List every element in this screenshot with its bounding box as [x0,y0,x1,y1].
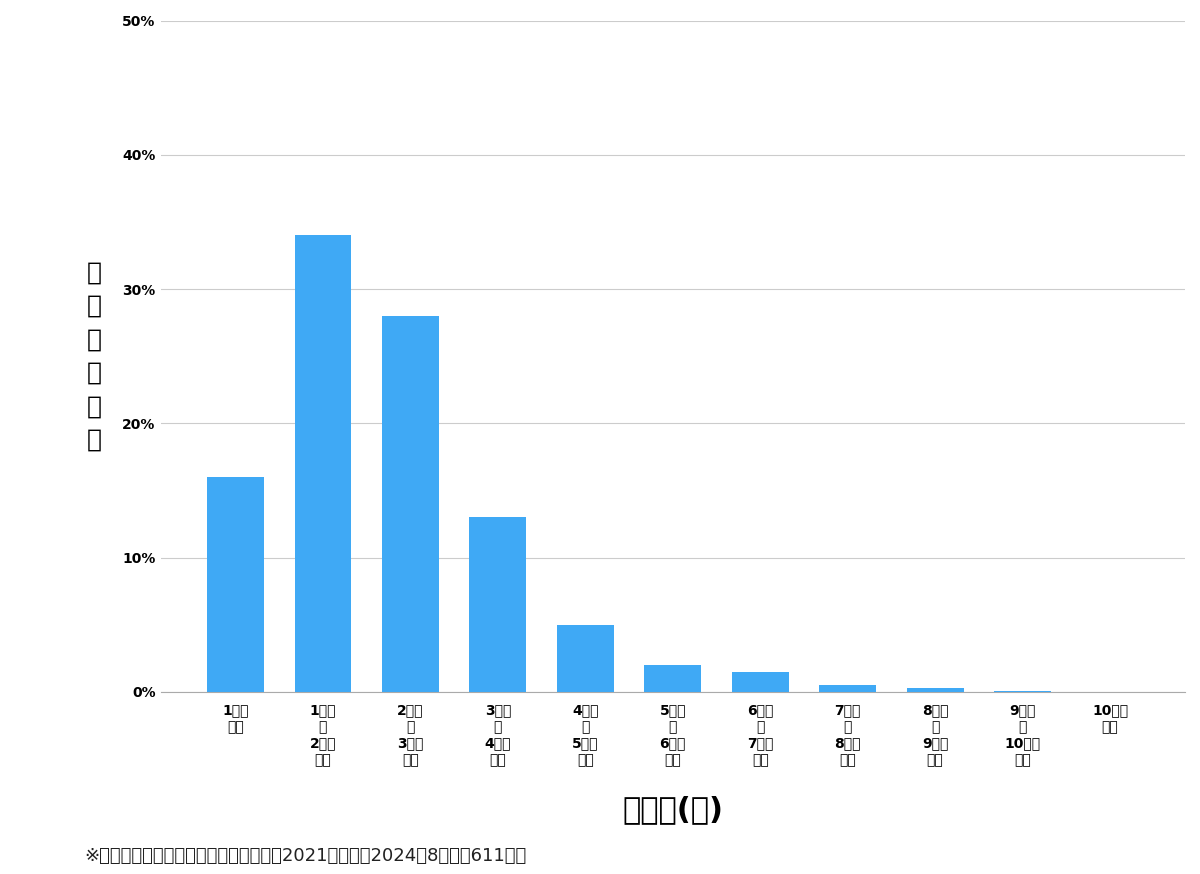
X-axis label: 価格帯(円): 価格帯(円) [623,795,724,824]
Bar [382,316,439,692]
Bar [732,672,788,692]
Bar [820,685,876,692]
Bar [557,625,613,692]
Bar [907,688,964,692]
Y-axis label: 価
格
帯
の
割
合: 価 格 帯 の 割 合 [88,260,102,452]
Bar [294,235,352,692]
Bar [994,690,1051,692]
Bar [644,665,701,692]
Text: ※弊社受付の案件を対象に集計（期間：2021年１月〜2024年8月、計611件）: ※弊社受付の案件を対象に集計（期間：2021年１月〜2024年8月、計611件） [84,847,527,865]
Bar [469,517,527,692]
Bar [208,477,264,692]
